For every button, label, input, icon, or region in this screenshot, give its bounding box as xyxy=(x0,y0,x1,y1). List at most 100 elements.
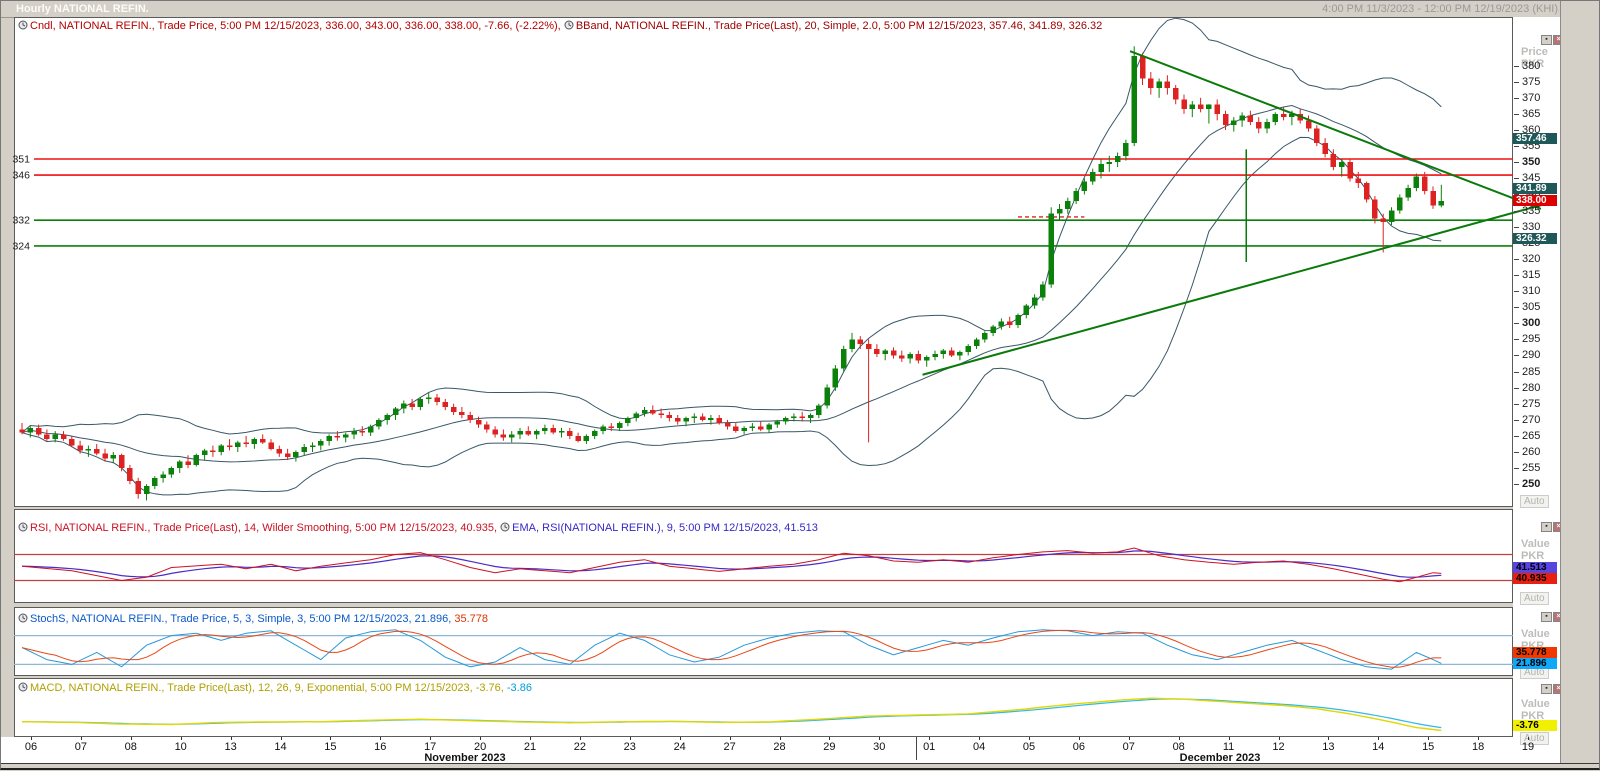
price-tick-mark xyxy=(1514,130,1519,132)
date-tick-mark xyxy=(1478,737,1480,740)
bband-lower-badge: 326.32 xyxy=(1513,233,1557,244)
clock-icon xyxy=(564,20,574,30)
price-axis-auto-button[interactable]: Auto xyxy=(1520,495,1549,508)
macd-legend: MACD, NATIONAL REFIN., Trade Price(Last)… xyxy=(18,682,538,695)
price-tick-label: 295 xyxy=(1522,333,1541,346)
price-tick-mark xyxy=(1514,419,1519,421)
date-label: 29 xyxy=(823,741,836,753)
macd-signal-value: -3.86 xyxy=(506,682,532,694)
price-tick-mark xyxy=(1514,178,1519,180)
date-tick-mark xyxy=(130,737,132,740)
price-tick-mark xyxy=(1514,403,1519,405)
rsi-axis-auto-button[interactable]: Auto xyxy=(1520,592,1549,605)
price-tick-mark xyxy=(1514,113,1519,115)
price-tick-label: 350 xyxy=(1522,156,1541,169)
price-tick-mark xyxy=(1514,371,1519,373)
date-tick-mark xyxy=(929,737,931,740)
clock-icon xyxy=(18,522,28,532)
price-tick-label: 365 xyxy=(1522,107,1541,120)
price-tick-mark xyxy=(1514,274,1519,276)
date-tick-mark xyxy=(180,737,182,740)
price-tick-label: 250 xyxy=(1522,478,1541,491)
price-tick-label: 275 xyxy=(1522,397,1541,410)
price-panel-restore-button[interactable]: ▪ xyxy=(1541,35,1552,45)
bband-legend-text: BBand, NATIONAL REFIN., Trade Price(Last… xyxy=(575,20,1103,32)
date-tick-mark xyxy=(1078,737,1080,740)
rsi-legend: RSI, NATIONAL REFIN., Trade Price(Last),… xyxy=(18,522,824,535)
price-tick-label: 305 xyxy=(1522,301,1541,314)
rsi-ema-legend-text: EMA, RSI(NATIONAL REFIN.), 9, 5:00 PM 12… xyxy=(512,522,818,534)
date-label: 22 xyxy=(573,741,587,753)
rsi-value-badge: 40.935 xyxy=(1513,573,1557,584)
rsi-ema-badge: 41.513 xyxy=(1513,562,1557,573)
macd-legend-text: MACD, NATIONAL REFIN., Trade Price(Last)… xyxy=(30,682,507,694)
date-label: 15 xyxy=(1422,741,1435,753)
bband-upper-badge: 357.46 xyxy=(1513,133,1557,144)
date-tick-mark xyxy=(879,737,881,740)
window-right-frame xyxy=(1560,0,1600,770)
price-tick-mark xyxy=(1514,339,1519,341)
price-tick-label: 375 xyxy=(1522,75,1541,88)
month-divider xyxy=(916,737,917,760)
price-tick-mark xyxy=(1514,452,1519,454)
date-tick-mark xyxy=(1378,737,1380,740)
date-tick-mark xyxy=(430,737,432,740)
date-tick-mark xyxy=(629,737,631,740)
price-tick-mark xyxy=(1514,387,1519,389)
date-label: 15 xyxy=(324,741,337,753)
date-label: 16 xyxy=(374,741,387,753)
price-tick-label: 320 xyxy=(1522,252,1541,265)
date-tick-mark xyxy=(1528,737,1529,740)
price-tick-mark xyxy=(1514,291,1519,293)
stoch-axis-title: Value xyxy=(1521,628,1550,640)
date-tick-mark xyxy=(1178,737,1180,740)
rsi-panel-restore-button[interactable]: ▪ xyxy=(1541,522,1552,532)
date-label: 07 xyxy=(74,741,88,753)
date-label: 28 xyxy=(773,741,786,753)
price-tick-mark xyxy=(1514,323,1519,325)
month-label: November 2023 xyxy=(424,752,506,764)
date-tick-mark xyxy=(1029,737,1030,740)
macd-axis-unit: PKR xyxy=(1521,710,1545,722)
bottom-scrollbar[interactable] xyxy=(0,763,1600,771)
macd-axis-title: Value xyxy=(1521,698,1550,710)
date-label: 12 xyxy=(1272,741,1285,753)
date-label: 24 xyxy=(673,741,686,753)
date-label: 13 xyxy=(224,741,237,753)
date-tick-mark xyxy=(31,737,32,740)
macd-value-badge: -3.76 xyxy=(1513,720,1557,731)
date-label: 06 xyxy=(1072,741,1086,753)
date-tick-mark xyxy=(80,737,82,740)
date-tick-mark xyxy=(530,737,531,740)
date-label: 10 xyxy=(174,741,187,753)
date-tick-mark xyxy=(280,737,282,740)
price-tick-label: 290 xyxy=(1522,349,1541,362)
stoch-panel-restore-button[interactable]: ▪ xyxy=(1541,612,1552,622)
date-tick-mark xyxy=(1328,737,1330,740)
date-tick-mark xyxy=(480,737,482,740)
date-label: 07 xyxy=(1122,741,1135,753)
date-label: 04 xyxy=(972,741,986,753)
date-label: 01 xyxy=(923,741,936,753)
date-tick-mark xyxy=(979,737,981,740)
price-tick-mark xyxy=(1514,468,1519,470)
date-label: 19 xyxy=(1521,741,1535,753)
date-label: 06 xyxy=(24,741,38,753)
clock-icon xyxy=(18,20,28,30)
date-tick-mark xyxy=(1428,737,1430,740)
price-tick-label: 300 xyxy=(1522,317,1541,330)
macd-panel-restore-button[interactable]: ▪ xyxy=(1541,684,1552,694)
date-label: 21 xyxy=(523,741,537,753)
rsi-axis-unit: PKR xyxy=(1521,550,1545,562)
date-label: 27 xyxy=(723,741,736,753)
date-tick-mark xyxy=(1228,737,1230,740)
price-tick-label: 310 xyxy=(1522,285,1541,298)
price-tick-mark xyxy=(1514,146,1519,148)
date-tick-mark xyxy=(330,737,332,740)
price-tick-label: 315 xyxy=(1522,268,1541,281)
date-label: 08 xyxy=(1172,741,1185,753)
bband-mid-badge: 341.89 xyxy=(1513,183,1557,194)
price-tick-label: 270 xyxy=(1522,413,1541,426)
macd-axis-auto-button[interactable]: Auto xyxy=(1520,732,1549,745)
date-tick-mark xyxy=(380,737,382,740)
